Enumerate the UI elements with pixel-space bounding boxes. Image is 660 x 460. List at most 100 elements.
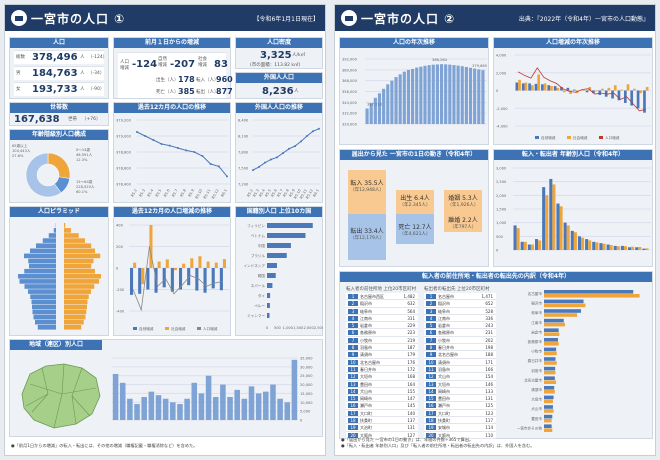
x-tick: R5.6	[163, 188, 171, 198]
yearly-bar	[448, 64, 452, 124]
age-move-header: 転入・転出者 年齢別人口（令和4年）	[494, 150, 652, 160]
table-cell: 131	[485, 396, 493, 402]
legend-label: 社会増減	[171, 326, 186, 331]
table-row: 18 扶桑町 137	[346, 417, 418, 425]
district-bar	[177, 404, 183, 420]
source-note: 出典：『2022年（令和4年）一宮市の人口動態』	[518, 16, 649, 23]
x-tick: R5.2	[130, 189, 138, 198]
female-bar	[64, 309, 87, 315]
table-cell: 229	[407, 323, 415, 329]
table-cell: 犬山市	[360, 388, 372, 394]
x-tick: R5.7	[276, 189, 284, 198]
yearly-bar	[390, 80, 394, 124]
out-box: 転出 33.4人 （年12,179人）	[348, 214, 386, 260]
y-tick: 3,000	[496, 167, 507, 171]
table-row: 9 清須市 179	[346, 351, 418, 359]
table-cell: 188	[485, 352, 493, 358]
x-tick: 2,500	[314, 326, 323, 330]
bar-転入	[570, 230, 574, 250]
table-cell: 110	[485, 432, 493, 438]
pie-slice-15～64歳	[25, 152, 62, 198]
female-bar	[64, 274, 101, 279]
legend-label: 人口増減	[605, 135, 620, 140]
page-1-header: 一宮市の人口 ① 【令和6年1月1日現在】	[5, 5, 325, 31]
yearly-bar	[452, 65, 456, 124]
table-cell: 各務原市	[438, 330, 454, 336]
table-cell: 140	[407, 410, 415, 416]
bar-転入	[542, 187, 546, 250]
y-tick: -4,000	[496, 125, 508, 129]
table-cell: 瀬戸市	[438, 403, 450, 409]
table-cell: 16	[426, 403, 436, 409]
bar-自然増減	[585, 90, 589, 93]
bar-社会増減	[543, 83, 547, 91]
bar-社会増減	[149, 225, 153, 268]
table-row: 15 岡崎市 147	[346, 395, 418, 403]
bar-転入	[556, 203, 560, 250]
nationality-bar	[267, 263, 277, 268]
table-row: 13 大垣市 146	[424, 381, 496, 388]
yearly-bar	[435, 64, 439, 124]
yearly-bar	[406, 69, 411, 124]
x-tick: R5.5	[264, 189, 272, 198]
district-bar	[241, 398, 248, 420]
female-bar	[64, 325, 82, 330]
data-point	[252, 169, 254, 172]
bar-社会増減	[530, 85, 534, 91]
origin-label: 春日井市	[528, 358, 543, 363]
y-tick: 400	[116, 224, 124, 228]
origin-label: 岐阜市	[531, 310, 542, 315]
table-cell: 11	[348, 366, 358, 372]
y-tick: 0	[496, 89, 499, 93]
table-cell: 5	[426, 323, 436, 329]
bar-自然増減	[179, 268, 183, 290]
table-cell: 扶桑町	[438, 418, 450, 424]
bar-転出	[559, 206, 563, 250]
table-cell: 336	[485, 315, 493, 321]
bar-自然増減	[623, 90, 627, 103]
bar-転入	[520, 241, 524, 250]
y-tick: -400	[116, 310, 125, 314]
district-bar	[255, 393, 262, 420]
table-cell: 清須市	[360, 352, 372, 358]
bar-自然増減	[138, 268, 142, 294]
x-tick: R5.9	[288, 188, 296, 198]
male-bar	[24, 284, 56, 289]
bar-社会増減	[157, 261, 161, 268]
female-bar	[64, 263, 92, 269]
y-tick: 7,200	[238, 183, 249, 187]
table-cell: 243	[485, 323, 493, 329]
male-bar	[29, 263, 56, 269]
y-tick: 320,000	[342, 123, 358, 127]
table-row: 11 春日井市 172	[346, 366, 418, 374]
x-tick: R5.10	[195, 188, 204, 200]
bar-社会増減	[524, 82, 528, 91]
male-bar	[53, 228, 56, 233]
table-row: 1 名古屋市 1,471	[424, 293, 496, 301]
trend-header: 過去12カ月の人口の推移	[114, 103, 230, 113]
bar-転出	[631, 246, 635, 250]
district-bar	[112, 373, 119, 420]
table-cell: 145	[407, 403, 415, 409]
out-bar	[544, 294, 640, 298]
table-cell: 6	[348, 330, 358, 336]
table-cell: 564	[407, 308, 415, 314]
table-row: 14 犬山市 155	[346, 388, 418, 396]
y-tick: 2,500	[496, 180, 507, 184]
pie-label: 65歳以上 104,443人 27.6%	[12, 143, 31, 158]
pyramid-header: 人口ピラミッド	[10, 207, 108, 217]
bar-転入	[577, 236, 581, 250]
foreign-trend-header: 外国人人口の推移	[236, 103, 322, 113]
origin-label: 稲沢市	[531, 301, 542, 306]
yearly-header: 人口の年次推移	[340, 38, 488, 48]
nationality-bar	[267, 313, 270, 318]
data-point	[168, 144, 171, 147]
table-cell: 4	[348, 315, 358, 321]
nationality-bar	[267, 303, 270, 308]
nationality-bar	[267, 273, 276, 278]
foreign-trend-card: 外国人人口の推移 7,200 7,500 7,800 8,100 8,400 R5.2 R5…	[235, 102, 323, 203]
net-change-line	[517, 67, 646, 112]
table-cell: 羽島市	[438, 366, 450, 372]
table-cell: 8	[348, 345, 358, 351]
male-bar	[31, 299, 56, 305]
